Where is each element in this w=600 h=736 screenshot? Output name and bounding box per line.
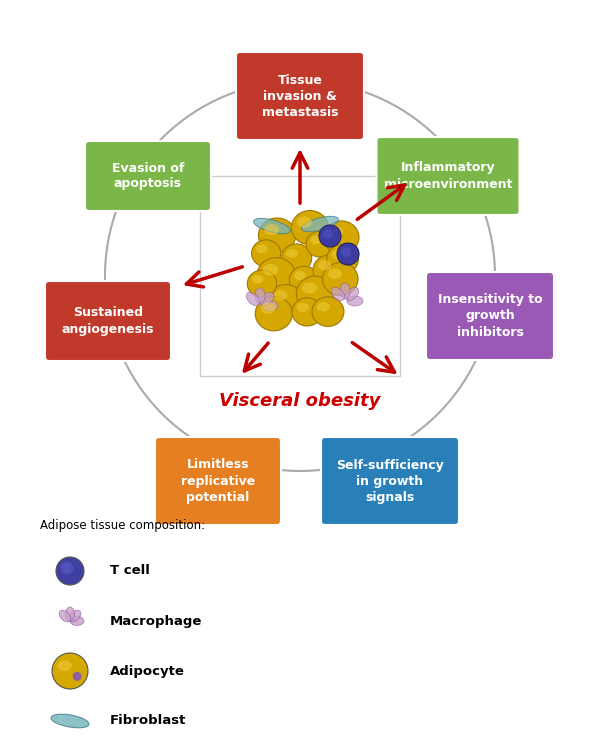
Ellipse shape xyxy=(326,244,358,274)
Text: Adipose tissue composition:: Adipose tissue composition: xyxy=(40,520,205,533)
Ellipse shape xyxy=(70,617,84,626)
Circle shape xyxy=(323,229,333,239)
Ellipse shape xyxy=(294,271,306,280)
Text: Adipocyte: Adipocyte xyxy=(110,665,185,678)
FancyBboxPatch shape xyxy=(236,52,364,140)
Circle shape xyxy=(56,557,84,585)
Ellipse shape xyxy=(59,610,71,622)
Text: Self-sufficiency
in growth
signals: Self-sufficiency in growth signals xyxy=(336,459,444,503)
Ellipse shape xyxy=(274,290,287,300)
Ellipse shape xyxy=(260,292,274,305)
Ellipse shape xyxy=(255,288,265,304)
Text: Visceral obesity: Visceral obesity xyxy=(220,392,380,410)
Ellipse shape xyxy=(65,607,74,621)
FancyBboxPatch shape xyxy=(426,272,554,360)
Ellipse shape xyxy=(306,231,334,257)
Ellipse shape xyxy=(318,261,331,270)
FancyBboxPatch shape xyxy=(200,176,400,376)
Circle shape xyxy=(73,672,82,681)
Ellipse shape xyxy=(269,285,303,316)
Ellipse shape xyxy=(312,297,344,326)
FancyBboxPatch shape xyxy=(45,281,171,361)
Ellipse shape xyxy=(310,236,322,244)
Ellipse shape xyxy=(346,287,359,300)
Circle shape xyxy=(319,225,341,247)
Ellipse shape xyxy=(302,216,338,232)
Ellipse shape xyxy=(340,283,350,299)
Ellipse shape xyxy=(254,219,290,233)
Text: Limitless
replicative
potential: Limitless replicative potential xyxy=(181,459,255,503)
Text: Tissue
invasion &
metastasis: Tissue invasion & metastasis xyxy=(262,74,338,118)
Ellipse shape xyxy=(328,269,342,279)
Ellipse shape xyxy=(246,292,260,305)
Ellipse shape xyxy=(256,244,268,253)
Ellipse shape xyxy=(281,244,312,272)
Ellipse shape xyxy=(329,227,343,237)
Ellipse shape xyxy=(259,218,296,252)
FancyBboxPatch shape xyxy=(321,437,459,525)
Ellipse shape xyxy=(289,266,319,294)
Ellipse shape xyxy=(292,298,322,326)
Circle shape xyxy=(61,562,73,574)
Text: Fibroblast: Fibroblast xyxy=(110,715,187,727)
Ellipse shape xyxy=(331,287,344,300)
Ellipse shape xyxy=(51,714,89,728)
Ellipse shape xyxy=(323,263,358,296)
Text: Insensitivity to
growth
inhibitors: Insensitivity to growth inhibitors xyxy=(437,294,542,339)
Ellipse shape xyxy=(296,276,334,311)
Ellipse shape xyxy=(58,660,72,671)
Circle shape xyxy=(52,653,88,689)
Text: Evasion of
apoptosis: Evasion of apoptosis xyxy=(112,161,184,191)
Ellipse shape xyxy=(262,301,278,311)
Ellipse shape xyxy=(251,240,281,266)
Ellipse shape xyxy=(331,250,344,259)
Text: Sustained
angiogenesis: Sustained angiogenesis xyxy=(62,306,154,336)
Ellipse shape xyxy=(323,221,359,254)
Ellipse shape xyxy=(297,216,312,227)
Circle shape xyxy=(337,243,359,265)
Ellipse shape xyxy=(251,275,263,283)
Ellipse shape xyxy=(69,610,81,622)
Circle shape xyxy=(341,247,351,257)
Ellipse shape xyxy=(292,210,328,245)
Ellipse shape xyxy=(302,282,317,294)
Text: T cell: T cell xyxy=(110,565,150,578)
Ellipse shape xyxy=(296,302,308,312)
FancyBboxPatch shape xyxy=(155,437,281,525)
Text: Macrophage: Macrophage xyxy=(110,615,202,628)
Ellipse shape xyxy=(247,270,277,297)
Ellipse shape xyxy=(261,302,275,314)
Ellipse shape xyxy=(286,249,298,258)
Ellipse shape xyxy=(257,258,296,294)
Ellipse shape xyxy=(255,297,292,331)
Ellipse shape xyxy=(317,302,329,311)
Ellipse shape xyxy=(347,296,363,306)
Text: Inflammatory
microenvironment: Inflammatory microenvironment xyxy=(384,161,512,191)
FancyBboxPatch shape xyxy=(377,137,520,215)
Ellipse shape xyxy=(313,255,346,286)
Ellipse shape xyxy=(263,264,278,276)
FancyBboxPatch shape xyxy=(85,141,211,211)
Ellipse shape xyxy=(264,224,279,236)
